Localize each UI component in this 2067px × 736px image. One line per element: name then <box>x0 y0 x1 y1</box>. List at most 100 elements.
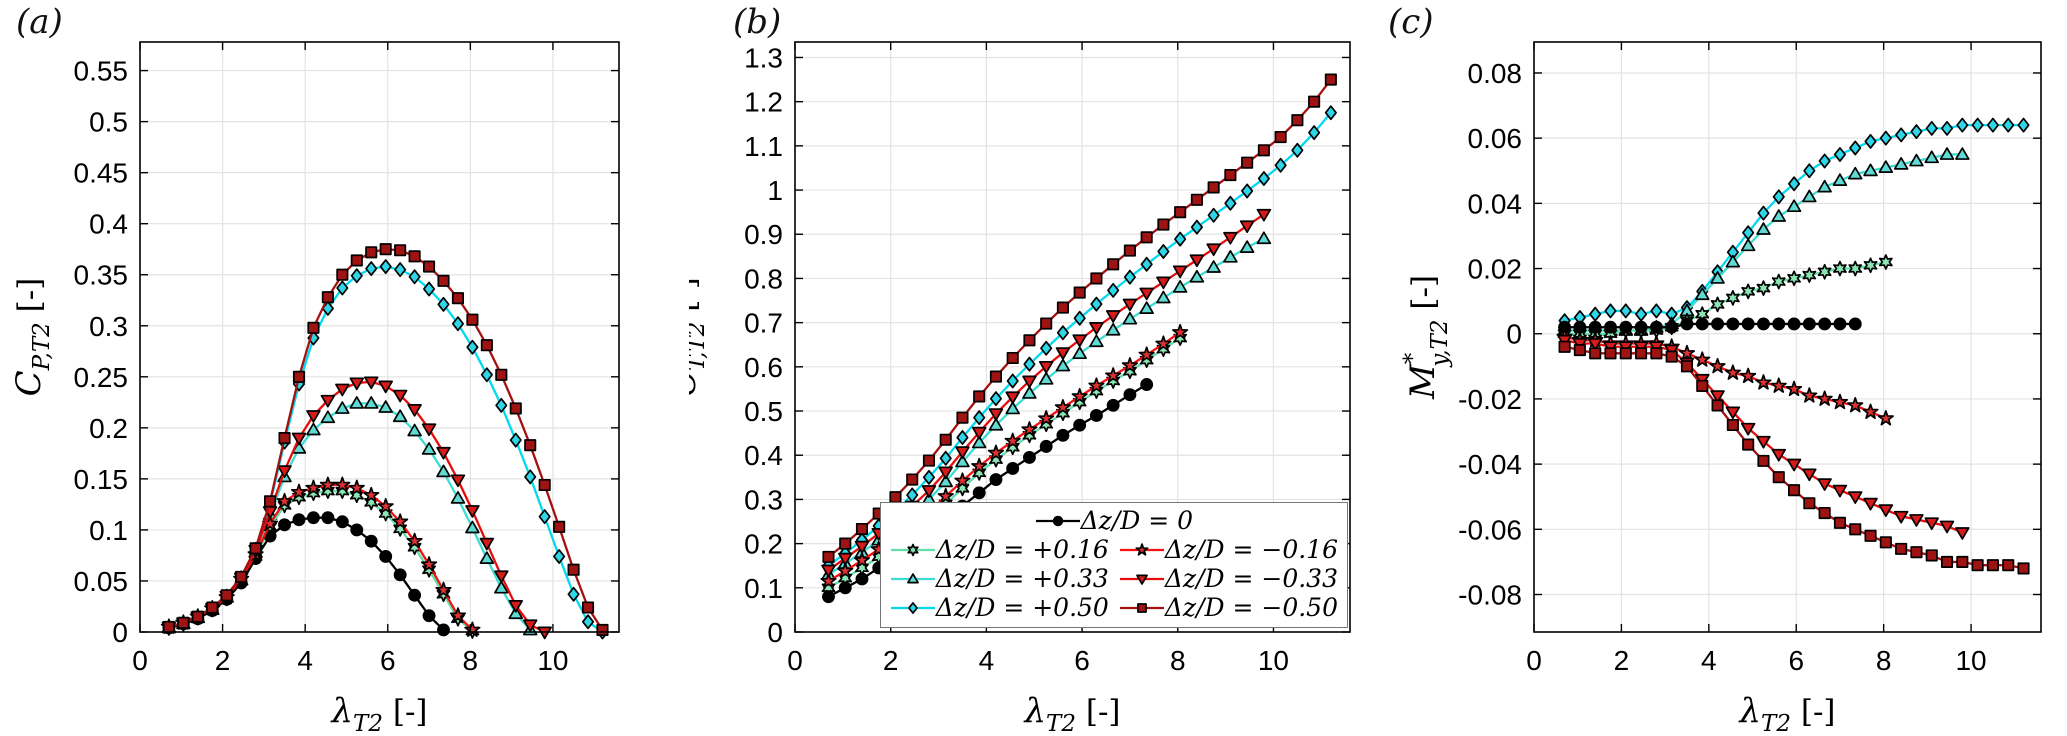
svg-text:0: 0 <box>1526 645 1542 676</box>
svg-text:1.2: 1.2 <box>744 87 783 118</box>
series-m050 <box>822 73 1337 563</box>
series-m016 <box>160 476 481 637</box>
axes-box <box>1533 41 2042 633</box>
grid-lines <box>140 42 619 632</box>
svg-text:0.05: 0.05 <box>74 566 129 597</box>
svg-text:10: 10 <box>537 645 568 676</box>
chart-svg: 0 2 4 6 8 10 0 0.05 0.1 0.15 0.2 0.25 0.3 0.35 0.4 0.45… <box>0 0 689 736</box>
legend-entry-p033: Δz/D = +0.33 <box>890 564 1109 593</box>
legend-label: Δz/D = +0.16 <box>935 535 1109 564</box>
svg-text:0: 0 <box>787 645 803 676</box>
legend-entry-m050: Δz/D = −0.50 <box>1119 593 1338 622</box>
legend-marker-square-icon <box>1119 599 1165 617</box>
svg-text:λT2 [-]: λT2 [-] <box>329 691 427 736</box>
legend-entry-m016: Δz/D = −0.16 <box>1119 535 1338 564</box>
svg-text:λT2 [-]: λT2 [-] <box>1022 691 1120 736</box>
svg-text:0: 0 <box>767 617 783 648</box>
svg-text:CP,T2 [-]: CP,T2 [-] <box>9 278 55 397</box>
svg-text:2: 2 <box>215 645 231 676</box>
svg-text:0.15: 0.15 <box>74 464 129 495</box>
legend-row: Δz/D = 0 <box>890 506 1338 535</box>
svg-text:8: 8 <box>1876 645 1892 676</box>
legend-marker-triangle-down-icon <box>1119 570 1165 588</box>
svg-text:0.35: 0.35 <box>74 260 129 291</box>
svg-text:M*y,T2 [-]: M*y,T2 [-] <box>1400 275 1453 400</box>
svg-text:0: 0 <box>132 645 148 676</box>
y-axis-label: CT,T2 [-] <box>689 277 710 397</box>
legend-row: Δz/D = +0.16 Δz/D = −0.16 <box>890 535 1338 564</box>
svg-text:6: 6 <box>1788 645 1804 676</box>
legend-marker-diamond-icon <box>890 599 936 617</box>
legend-marker-hexagram-icon <box>890 541 936 559</box>
legend-label: Δz/D = −0.50 <box>1164 593 1338 622</box>
svg-text:10: 10 <box>1258 645 1289 676</box>
svg-text:6: 6 <box>1074 645 1090 676</box>
svg-text:0.9: 0.9 <box>744 219 783 250</box>
legend-row: Δz/D = +0.50 Δz/D = −0.50 <box>890 593 1338 622</box>
y-tick-labels: 0 0.1 0.2 0.3 0.4 0.5 0.6 0.7 0.8 0.9 1 1.1 1.2 1.3 <box>744 42 783 648</box>
legend-entry-p016: Δz/D = +0.16 <box>890 535 1109 564</box>
svg-text:1: 1 <box>767 175 783 206</box>
x-axis-label: λT2 [-] <box>329 691 427 736</box>
svg-text:0.06: 0.06 <box>1468 123 1523 154</box>
panel-a: (a) 0 2 4 6 8 10 0 0.05 0.1 0.15 0.2 0.25 0.3 0.35 0.4… <box>0 0 689 736</box>
x-axis-label: λT2 [-] <box>1022 691 1120 736</box>
x-tick-labels: 0 2 4 6 8 10 <box>132 645 568 676</box>
svg-text:0.45: 0.45 <box>74 158 129 189</box>
svg-text:8: 8 <box>1170 645 1186 676</box>
svg-text:4: 4 <box>1701 645 1717 676</box>
series-m050 <box>162 243 609 637</box>
svg-text:0.4: 0.4 <box>744 440 783 471</box>
svg-text:0.7: 0.7 <box>744 308 783 339</box>
svg-text:0.5: 0.5 <box>89 107 128 138</box>
legend-label: Δz/D = +0.33 <box>935 564 1109 593</box>
svg-text:0.3: 0.3 <box>744 484 783 515</box>
svg-text:0.2: 0.2 <box>89 413 128 444</box>
axes-box <box>139 41 620 633</box>
svg-text:0.4: 0.4 <box>89 209 128 240</box>
chart-svg: 0 2 4 6 8 10 -0.08 -0.06 -0.04 -0.02 0 0.02 0.04 0.06… <box>1378 0 2067 736</box>
svg-text:0.1: 0.1 <box>89 515 128 546</box>
svg-text:0.55: 0.55 <box>74 56 129 87</box>
legend-label: Δz/D = −0.33 <box>1164 564 1338 593</box>
svg-text:0.5: 0.5 <box>744 396 783 427</box>
svg-text:0: 0 <box>112 617 128 648</box>
panel-b-label: (b) <box>733 2 782 42</box>
chart-my: 0 2 4 6 8 10 -0.08 -0.06 -0.04 -0.02 0 0.02 0.04 0.06… <box>1378 0 2067 736</box>
series-dz0 <box>1558 317 1862 334</box>
svg-text:0.2: 0.2 <box>744 529 783 560</box>
svg-text:-0.06: -0.06 <box>1458 514 1522 545</box>
legend: Δz/D = 0 Δz/D = +0.16 Δz/D = −0.16 Δz/D … <box>879 502 1348 628</box>
svg-text:0.6: 0.6 <box>744 352 783 383</box>
svg-text:0.8: 0.8 <box>744 263 783 294</box>
series-m033 <box>1557 334 1970 540</box>
svg-text:1.3: 1.3 <box>744 42 783 73</box>
legend-label: Δz/D = +0.50 <box>935 593 1109 622</box>
svg-text:-0.08: -0.08 <box>1458 580 1522 611</box>
series-m050 <box>1558 340 2030 575</box>
svg-text:0.3: 0.3 <box>89 311 128 342</box>
svg-text:0.02: 0.02 <box>1468 254 1523 285</box>
svg-text:10: 10 <box>1955 645 1986 676</box>
legend-entry-dz0: Δz/D = 0 <box>1035 506 1193 535</box>
svg-text:0.25: 0.25 <box>74 362 129 393</box>
y-tick-labels: 0 0.05 0.1 0.15 0.2 0.25 0.3 0.35 0.4 0.45 0.5 0.55 <box>74 56 129 648</box>
svg-text:6: 6 <box>380 645 396 676</box>
chart-cp: 0 2 4 6 8 10 0 0.05 0.1 0.15 0.2 0.25 0.3 0.35 0.4 0.45… <box>0 0 689 736</box>
svg-text:0.04: 0.04 <box>1468 188 1523 219</box>
svg-text:λT2 [-]: λT2 [-] <box>1737 691 1835 736</box>
x-tick-labels: 0 2 4 6 8 10 <box>787 645 1289 676</box>
x-tick-labels: 0 2 4 6 8 10 <box>1526 645 1986 676</box>
legend-entry-m033: Δz/D = −0.33 <box>1119 564 1338 593</box>
panel-a-label: (a) <box>16 2 63 42</box>
legend-marker-triangle-up-icon <box>890 570 936 588</box>
panel-b: (b) 0 2 4 6 8 10 0 0.1 0.2 0.3 0.4 0.5 0.6 0.7 0.8 0.9 1… <box>689 0 1378 736</box>
svg-text:0.1: 0.1 <box>744 573 783 604</box>
legend-entry-p050: Δz/D = +0.50 <box>890 593 1109 622</box>
panel-c-label: (c) <box>1388 2 1434 42</box>
svg-text:8: 8 <box>463 645 479 676</box>
legend-marker-star-icon <box>1119 541 1165 559</box>
panel-c: (c) 0 2 4 6 8 10 -0.08 -0.06 -0.04 -0.02 0 0.02 0.04… <box>1378 0 2067 736</box>
grid-lines <box>1534 42 2041 632</box>
